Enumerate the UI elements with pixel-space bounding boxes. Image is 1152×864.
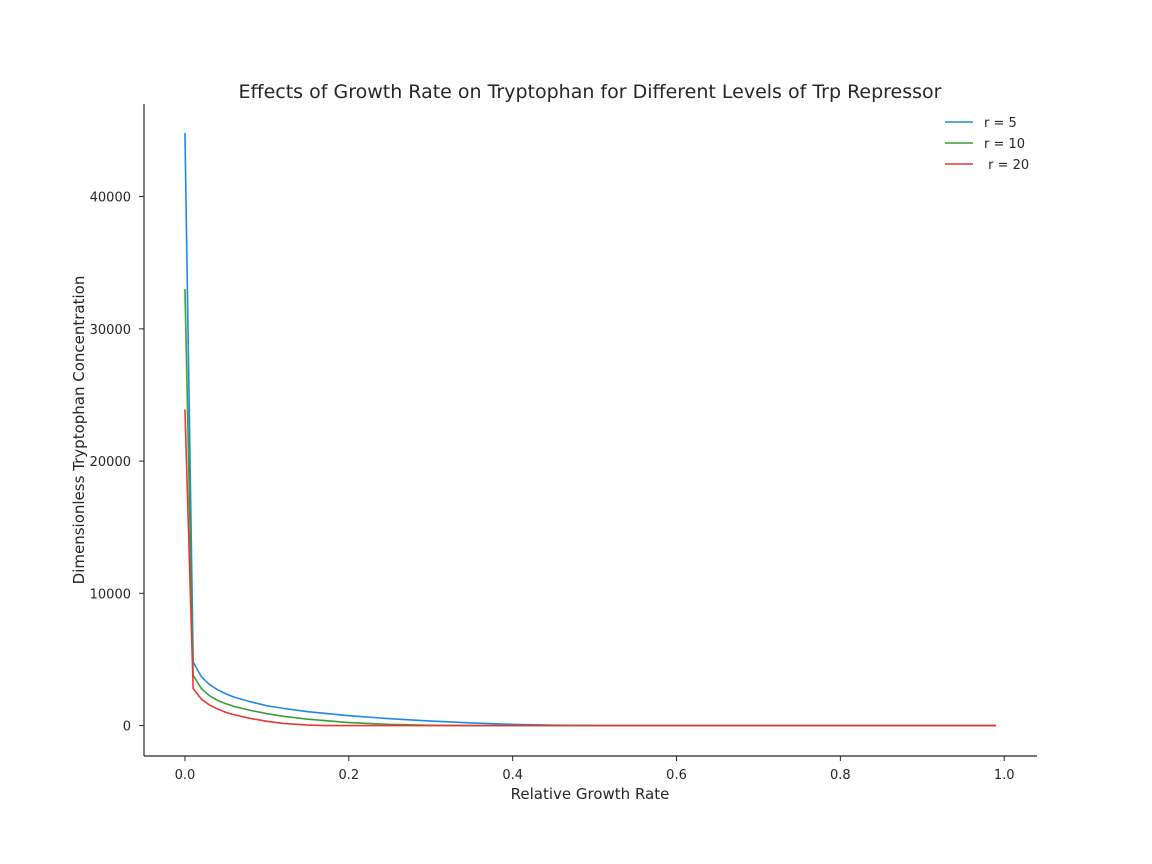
x-tick-label: 0.2 [338,768,359,783]
legend-label-1: r = 5 [984,116,1017,131]
legend-label-3: r = 20 [984,158,1029,173]
y-tick-label: 10000 [90,587,131,602]
series-line-2 [184,289,997,727]
x-tick-label: 0.8 [830,768,851,783]
series-line-1 [184,133,997,727]
y-axis-label: Dimensionless Tryptophan Concentration [70,276,88,585]
series-line-3 [184,409,997,727]
x-tick-label: 0.6 [666,768,687,783]
y-tick-label: 20000 [90,455,131,470]
y-tick-label: 40000 [90,191,131,206]
y-tick-label: 30000 [90,323,131,338]
legend-label-2: r = 10 [984,137,1025,152]
series-group [184,133,997,727]
legend: r = 5 r = 10 r = 20 [945,116,1029,173]
chart-title: Effects of Growth Rate on Tryptophan for… [239,81,942,103]
x-tick-label: 0.0 [175,768,196,783]
plot-area: 0.0 0.2 0.4 0.6 0.8 1.0 0 10000 20000 30000 40000 [90,104,1037,783]
x-axis-ticks: 0.0 0.2 0.4 0.6 0.8 1.0 [175,756,1015,783]
x-axis-label: Relative Growth Rate [511,785,670,803]
y-axis-ticks: 0 10000 20000 30000 40000 [90,191,144,735]
x-tick-label: 1.0 [994,768,1015,783]
x-tick-label: 0.4 [502,768,523,783]
y-tick-label: 0 [123,720,131,735]
